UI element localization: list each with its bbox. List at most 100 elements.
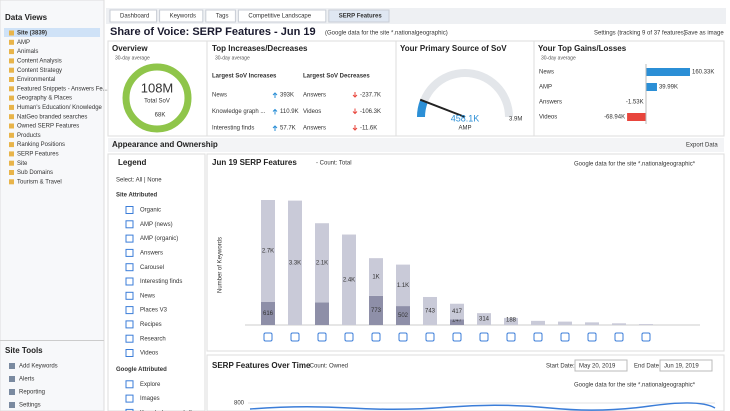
bar-label: 417 <box>452 309 463 315</box>
folder-icon <box>9 160 14 166</box>
tree-item[interactable]: Environmental <box>17 77 55 83</box>
source: Google data for the site *.nationalgeogr… <box>574 162 696 168</box>
legend-item[interactable]: Answers <box>140 250 163 256</box>
page-subtitle: (Google data for the site *.nationalgeog… <box>325 31 448 37</box>
tab[interactable] <box>205 9 236 23</box>
tree-item[interactable]: Sub Domains <box>17 170 53 176</box>
up-arrow <box>272 108 278 115</box>
feature-icon <box>587 332 597 342</box>
tree-item[interactable]: Human's Education/ Knowledge <box>17 105 103 111</box>
tree-item[interactable]: Owned SERP Features <box>17 124 79 130</box>
count[interactable]: - Count: Owned <box>306 364 348 370</box>
legend-item[interactable]: AMP (organic) <box>140 236 178 242</box>
inc-header: Largest SoV Increases <box>212 74 277 80</box>
folder-icon <box>9 39 14 45</box>
tab[interactable] <box>159 9 204 23</box>
count[interactable]: - Count: Total <box>316 161 352 167</box>
folder-icon <box>9 179 14 185</box>
settings[interactable]: Settings (tracking 9 of 37 features) <box>594 31 686 37</box>
tree-item[interactable]: SERP Features <box>17 151 59 157</box>
legend-icon <box>125 380 134 389</box>
tab-label: SERP Features <box>339 14 383 20</box>
legend-item[interactable]: Explore <box>140 382 161 388</box>
tree-item[interactable]: Products <box>17 133 41 139</box>
gain-label: News <box>539 70 554 76</box>
panel-title: Your Top Gains/Losses <box>538 44 627 53</box>
tab[interactable] <box>328 9 390 23</box>
tree-item[interactable]: Content Analysis <box>17 58 62 64</box>
gain-value: 160.33K <box>692 70 714 76</box>
legend-item[interactable]: AMP (news) <box>140 222 173 228</box>
tree-item[interactable]: NatGeo branded searches <box>17 114 87 120</box>
tool-item[interactable]: Alerts <box>19 377 34 383</box>
legend-item[interactable]: Carousel <box>140 265 164 271</box>
bar-label: 314 <box>479 317 490 323</box>
end-date: Jun 19, 2019 <box>664 364 699 370</box>
tool-item[interactable]: Settings <box>19 403 41 409</box>
feature-icon <box>425 332 435 342</box>
gain-label: Answers <box>539 100 562 106</box>
bar-segment <box>477 313 491 325</box>
chart-title: Jun 19 SERP Features <box>212 158 297 167</box>
legend-item[interactable]: News <box>140 293 155 299</box>
bar-segment <box>315 223 329 303</box>
tool-item[interactable]: Add Keywords <box>19 364 58 370</box>
start-label: Start Date: <box>546 364 575 370</box>
bar-segment <box>558 321 572 325</box>
donut <box>122 63 192 133</box>
feature-icon <box>344 332 354 342</box>
row-value: -106.3K <box>360 109 381 115</box>
period: 30-day average <box>215 55 250 61</box>
legend-icon <box>125 263 134 272</box>
selected-row <box>4 28 100 37</box>
tree-item[interactable]: Featured Snippets - Answers Fe... <box>17 86 108 92</box>
gain-bar <box>627 113 646 121</box>
legend-group: Google Attributed <box>116 367 167 373</box>
legend-item[interactable]: Videos <box>140 351 158 357</box>
tab[interactable] <box>237 9 327 23</box>
summary-frame <box>107 40 725 137</box>
tree-item[interactable]: Ranking Positions <box>17 142 65 148</box>
end-input[interactable] <box>659 359 713 372</box>
row-label: News <box>212 93 227 99</box>
tool-icon <box>9 389 15 395</box>
legend-icon <box>125 206 134 214</box>
folder-icon <box>9 77 14 82</box>
bar-label: 188 <box>506 318 517 324</box>
tree-item[interactable]: Site <box>17 161 28 167</box>
tree-item[interactable]: Animals <box>17 49 38 55</box>
folder-icon <box>9 170 14 175</box>
legend-icon <box>125 320 134 329</box>
legend-frame <box>107 153 206 411</box>
tab[interactable] <box>109 9 158 23</box>
bar-label: 1K <box>372 275 379 281</box>
bar-segment <box>396 264 410 307</box>
feature-icon <box>263 332 273 342</box>
legend-item[interactable]: Interesting finds <box>140 279 182 285</box>
gain-value: -68.94K <box>604 115 625 121</box>
bar-label: 773 <box>371 308 382 314</box>
legend-item[interactable]: Recipes <box>140 322 162 328</box>
legend-item[interactable]: Research <box>140 336 166 342</box>
folder-icon <box>9 114 14 120</box>
legend-select[interactable]: Select: All | None <box>116 178 162 184</box>
folder-icon <box>9 95 14 101</box>
legend-item[interactable]: Organic <box>140 208 161 214</box>
tree-item[interactable]: Content Strategy <box>17 68 62 74</box>
tree-item[interactable]: Geography & Places <box>17 96 72 102</box>
tool-item[interactable]: Reporting <box>19 390 45 396</box>
bar-segment <box>612 323 626 325</box>
legend-item[interactable]: Places V3 <box>140 308 168 314</box>
start-input[interactable] <box>574 359 628 372</box>
feature-icon <box>398 332 408 342</box>
folder-icon <box>9 123 14 129</box>
tree-item[interactable]: Tourism & Travel <box>17 179 62 185</box>
section-bar <box>108 138 724 152</box>
save-image[interactable]: Save as image <box>684 31 724 37</box>
bar-segment <box>288 200 302 325</box>
legend-item[interactable]: Images <box>140 396 160 402</box>
export[interactable]: Export Data <box>686 143 718 149</box>
tree-item[interactable]: Site (3839) <box>17 31 47 37</box>
tree-item[interactable]: AMP <box>17 40 30 46</box>
bar-segment <box>531 320 545 325</box>
